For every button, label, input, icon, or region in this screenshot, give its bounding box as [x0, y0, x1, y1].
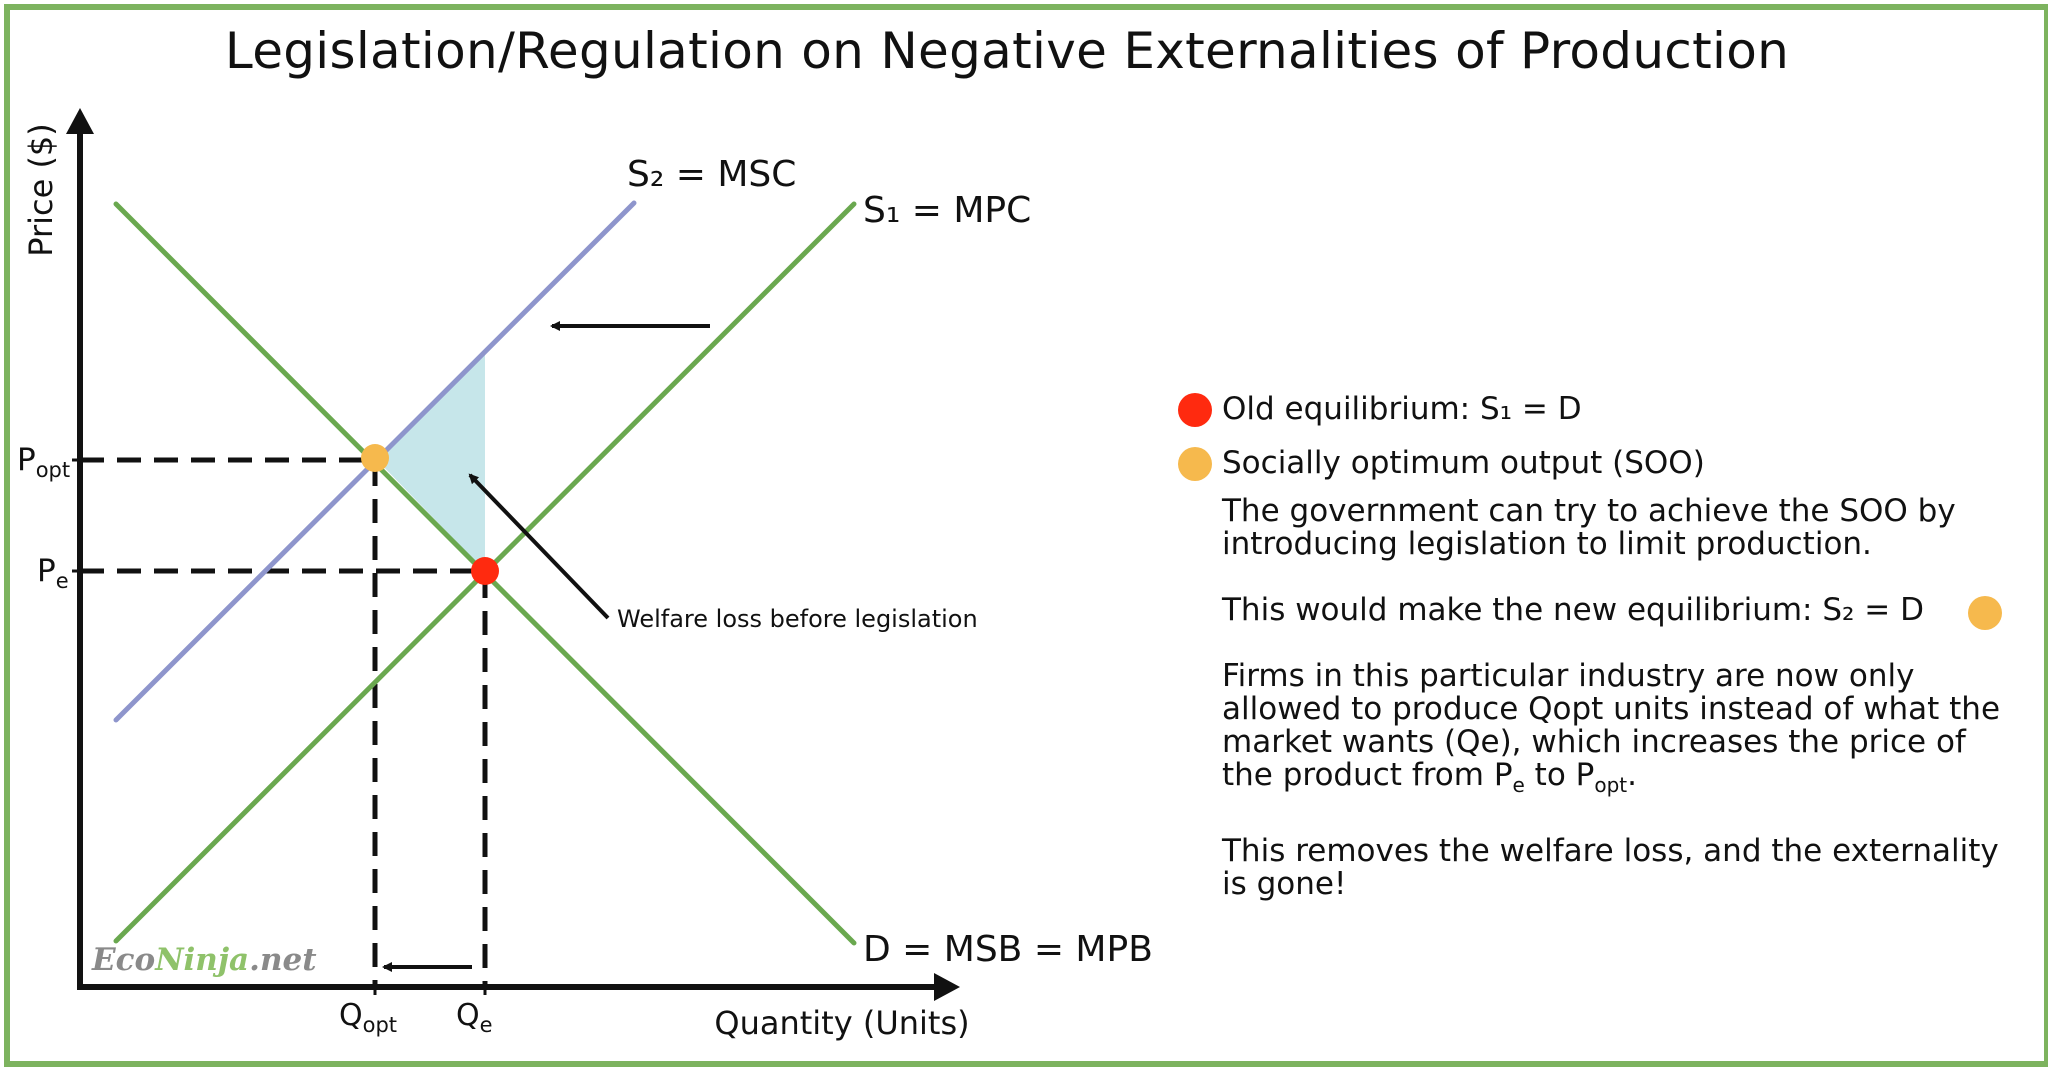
- welfare-loss-area: [375, 350, 485, 571]
- p-opt-label: Popt: [17, 442, 70, 482]
- note-paragraph-3: Firms in this particular industry are no…: [1222, 660, 2022, 802]
- econinja-watermark: EcoNinja.net: [91, 942, 317, 978]
- legend: Old equilibrium: S₁ = D Socially optimum…: [1172, 385, 2032, 493]
- orange-dot-icon: [1968, 596, 2002, 630]
- y-axis-label: Price ($): [22, 123, 60, 257]
- note-3-text: Firms in this particular industry are no…: [1222, 658, 2001, 793]
- diagram-frame: [4, 4, 2048, 1067]
- legend-old-equilibrium-label: Old equilibrium: S₁ = D: [1222, 391, 1582, 427]
- legend-optimum-label: Socially optimum output (SOO): [1222, 445, 1705, 481]
- old-equilibrium-point: [471, 557, 499, 585]
- demand-label: D = MSB = MPB: [863, 929, 1153, 970]
- legend-item-old-equilibrium: Old equilibrium: S₁ = D: [1172, 385, 2032, 439]
- welfare-loss-annotation: Welfare loss before legislation: [617, 605, 978, 633]
- note-paragraph-2-text: This would make the new equilibrium: S₂ …: [1222, 592, 1925, 628]
- y-axis-arrowhead: [66, 108, 94, 134]
- socially-optimum-point: [361, 444, 389, 472]
- orange-dot-icon: [1178, 447, 1212, 481]
- explanation-notes: The government can try to achieve the SO…: [1222, 495, 2022, 901]
- legend-item-optimum: Socially optimum output (SOO): [1172, 439, 2032, 493]
- note-paragraph-4: This removes the welfare loss, and the e…: [1222, 833, 1999, 903]
- note-3-end: .: [1627, 757, 1638, 793]
- note-3-pe: Pe: [1493, 757, 1525, 798]
- note-paragraph-2: This would make the new equilibrium: S₂ …: [1222, 592, 2022, 630]
- q-opt-label: Qopt: [339, 998, 397, 1037]
- p-e-label: Pe: [37, 553, 69, 593]
- s2-msc-label: S₂ = MSC: [627, 154, 796, 195]
- q-e-label: Qe: [456, 998, 493, 1037]
- note-3-mid: to: [1524, 757, 1576, 793]
- welfare-loss-pointer: [468, 473, 610, 620]
- red-dot-icon: [1178, 393, 1212, 427]
- note-paragraph-1: The government can try to achieve the SO…: [1222, 493, 1956, 562]
- note-3-popt: Popt: [1575, 757, 1628, 798]
- x-axis-label: Quantity (Units): [714, 1004, 969, 1042]
- x-axis-arrowhead: [934, 973, 960, 1001]
- page-title: Legislation/Regulation on Negative Exter…: [224, 22, 1790, 80]
- s1-mpc-label: S₁ = MPC: [863, 190, 1031, 231]
